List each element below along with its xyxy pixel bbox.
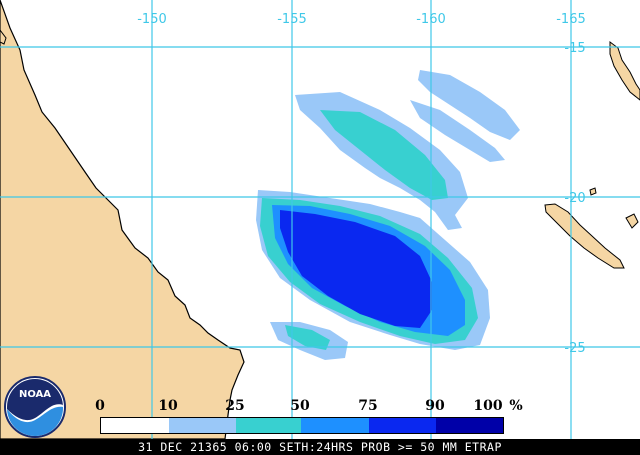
lon-label-150: -150 — [137, 12, 167, 27]
lat-label-25: -25 — [564, 341, 585, 356]
legend-swatch-0-10 — [101, 418, 169, 433]
land-australia — [0, 0, 245, 440]
legend-swatch-75-90 — [369, 418, 436, 433]
legend-tick-75: 75 — [358, 398, 378, 414]
land-islet-3 — [589, 187, 597, 196]
legend-tick-25: 25 — [225, 398, 245, 414]
legend-tick-0: 0 — [95, 398, 105, 414]
land-new-caledonia — [544, 203, 625, 269]
lat-label-15: -15 — [564, 41, 585, 56]
legend-tick-100: 100 — [473, 398, 503, 414]
prob-band-25-50 — [320, 110, 448, 200]
prob-band-75-90 — [280, 210, 432, 328]
legend-swatch-25-50 — [236, 418, 301, 433]
graticule — [0, 0, 640, 439]
legend-tick-90: 90 — [425, 398, 445, 414]
land-island-1 — [0, 29, 7, 45]
footer-caption: 31 DEC 21365 06:00 SETH:24HRS PROB >= 50… — [0, 439, 640, 455]
lat-label-20: -20 — [564, 191, 585, 206]
prob-band-25-50-c — [285, 325, 330, 350]
legend-swatch-50-75 — [301, 418, 369, 433]
land-islet-2 — [625, 213, 639, 229]
noaa-logo-icon: NOAA — [4, 376, 66, 438]
legend-unit: % — [509, 398, 523, 414]
logo-text: NOAA — [19, 389, 51, 400]
legend-swatch-10-25 — [169, 418, 236, 433]
legend: 0 10 25 50 75 90 100 % — [95, 398, 530, 438]
lon-label-155: -155 — [277, 12, 307, 27]
legend-color-bar — [100, 417, 504, 434]
land-vanuatu — [609, 41, 640, 101]
prob-band-10-25-c — [418, 70, 520, 140]
legend-tick-10: 10 — [158, 398, 178, 414]
legend-swatch-90-100 — [436, 418, 503, 433]
lon-label-160: -160 — [416, 12, 446, 27]
legend-tick-50: 50 — [290, 398, 310, 414]
prob-band-10-25-d — [410, 100, 505, 162]
probability-field — [256, 70, 520, 360]
lon-label-165: -165 — [556, 12, 586, 27]
